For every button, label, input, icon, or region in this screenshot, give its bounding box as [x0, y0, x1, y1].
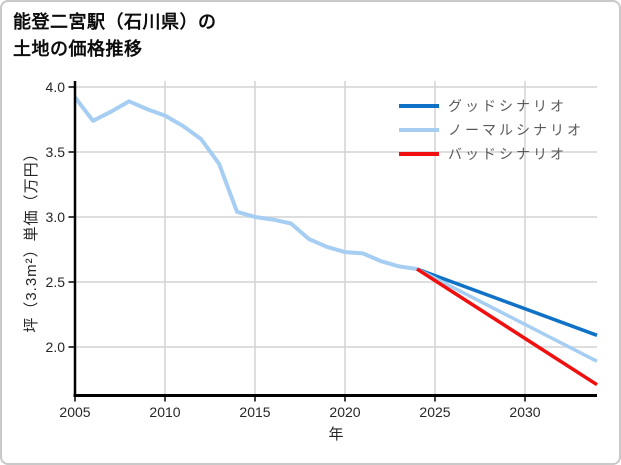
series-line-history — [73, 96, 418, 271]
legend-label-good: グッドシナリオ — [448, 98, 567, 114]
legend-item-good: グッドシナリオ — [399, 94, 584, 118]
y-tick-label: 3.5 — [45, 143, 65, 160]
x-axis-label: 年 — [328, 426, 344, 443]
x-tick-label: 2030 — [509, 404, 541, 420]
y-tick-label: 4.0 — [45, 78, 65, 95]
series-lines — [73, 96, 598, 387]
bad-scenario-line-swatch — [399, 152, 439, 156]
y-tick-label: 2.5 — [45, 274, 65, 290]
x-tick-label: 2025 — [419, 404, 451, 420]
legend-label-normal: ノーマルシナリオ — [448, 122, 584, 138]
page-title-line2: 土地の価格推移 — [13, 39, 143, 59]
legend-label-bad: バッドシナリオ — [448, 146, 567, 162]
legend: グッドシナリオ ノーマルシナリオ バッドシナリオ — [399, 94, 584, 166]
series-line-バッドシナリオ — [416, 267, 598, 387]
gridlines — [74, 81, 597, 395]
series-line-グッドシナリオ — [416, 267, 598, 337]
x-tick-label: 2015 — [239, 404, 271, 420]
normal-scenario-line-swatch — [399, 128, 439, 132]
x-tick-label: 2005 — [59, 404, 91, 420]
y-axis-label: 坪（3.3m²）単価（万円） — [23, 145, 40, 333]
y-tick-label: 3.0 — [45, 209, 65, 225]
series-line-ノーマルシナリオ — [416, 267, 598, 363]
legend-item-bad: バッドシナリオ — [399, 142, 584, 166]
legend-item-normal: ノーマルシナリオ — [399, 118, 584, 142]
y-tick-label: 2.0 — [45, 339, 65, 356]
good-scenario-line-swatch — [399, 104, 439, 108]
page-title-line1: 能登二宮駅（石川県）の — [13, 12, 217, 32]
page-title: 能登二宮駅（石川県）の 土地の価格推移 — [13, 9, 217, 63]
x-tick-label: 2020 — [329, 404, 361, 420]
axes — [68, 81, 597, 402]
x-tick-label: 2010 — [149, 404, 181, 420]
